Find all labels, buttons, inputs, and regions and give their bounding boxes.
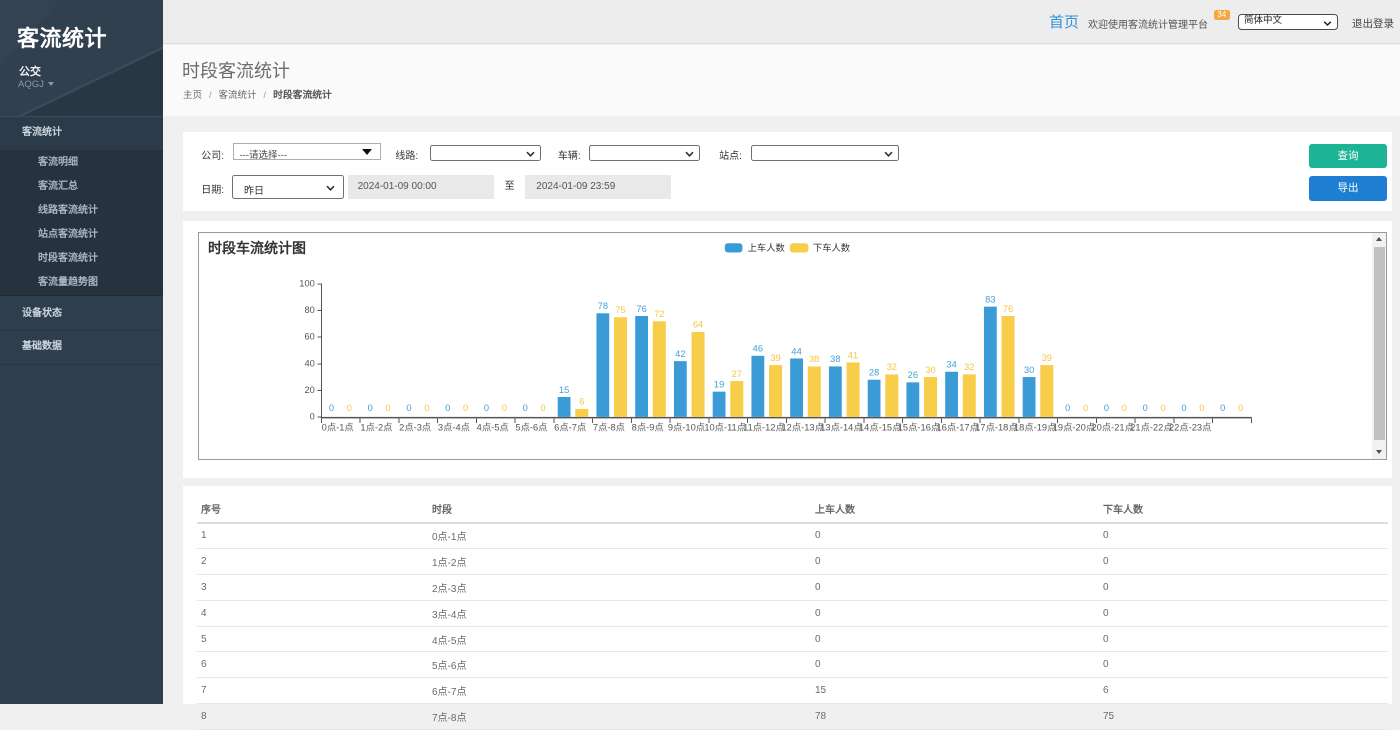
svg-text:0点-1点: 0点-1点: [321, 423, 353, 433]
svg-text:21点-22点: 21点-22点: [1130, 423, 1172, 433]
svg-text:44: 44: [791, 347, 801, 357]
svg-text:0: 0: [445, 403, 450, 413]
svg-text:32: 32: [964, 363, 974, 373]
svg-text:0: 0: [424, 403, 429, 413]
svg-text:34: 34: [946, 360, 956, 370]
svg-text:0: 0: [406, 403, 411, 413]
svg-text:46: 46: [752, 344, 762, 354]
svg-text:0: 0: [1181, 403, 1186, 413]
svg-text:20点-21点: 20点-21点: [1091, 423, 1133, 433]
svg-text:0: 0: [522, 403, 527, 413]
svg-text:5点-6点: 5点-6点: [515, 423, 547, 433]
svg-text:19: 19: [713, 380, 723, 390]
svg-text:8点-9点: 8点-9点: [631, 423, 663, 433]
svg-text:80: 80: [304, 306, 314, 316]
svg-text:6点-7点: 6点-7点: [554, 423, 586, 433]
svg-text:上车人数: 上车人数: [747, 242, 785, 253]
svg-text:78: 78: [597, 302, 607, 312]
svg-text:27: 27: [731, 369, 741, 379]
svg-text:38: 38: [830, 355, 840, 365]
svg-text:4点-5点: 4点-5点: [476, 423, 508, 433]
svg-text:16点-17点: 16点-17点: [936, 423, 978, 433]
svg-text:42: 42: [675, 349, 685, 359]
svg-text:0: 0: [1065, 403, 1070, 413]
svg-text:1点-2点: 1点-2点: [360, 423, 392, 433]
svg-text:28: 28: [868, 368, 878, 378]
svg-text:0: 0: [1220, 403, 1225, 413]
svg-text:72: 72: [654, 310, 664, 320]
svg-text:20: 20: [304, 385, 314, 395]
svg-text:11点-12点: 11点-12点: [743, 423, 785, 433]
svg-text:39: 39: [1041, 353, 1051, 363]
svg-text:0: 0: [1103, 403, 1108, 413]
svg-text:10点-11点: 10点-11点: [704, 423, 746, 433]
svg-text:6: 6: [579, 397, 584, 407]
svg-text:76: 76: [636, 304, 646, 314]
svg-text:39: 39: [770, 353, 780, 363]
svg-text:26: 26: [907, 371, 917, 381]
svg-text:22点-23点: 22点-23点: [1169, 423, 1211, 433]
svg-text:0: 0: [1160, 403, 1165, 413]
svg-text:83: 83: [985, 295, 995, 305]
svg-text:9点-10点: 9点-10点: [667, 423, 704, 433]
svg-text:32: 32: [886, 363, 896, 373]
svg-text:0: 0: [328, 403, 333, 413]
svg-text:19点-20点: 19点-20点: [1052, 423, 1094, 433]
svg-text:41: 41: [847, 351, 857, 361]
svg-text:30: 30: [1023, 365, 1033, 375]
svg-text:100: 100: [299, 279, 315, 289]
svg-text:下车人数: 下车人数: [812, 242, 850, 253]
svg-text:0: 0: [1199, 403, 1204, 413]
svg-text:0: 0: [367, 403, 372, 413]
svg-text:0: 0: [1142, 403, 1147, 413]
svg-text:40: 40: [304, 359, 314, 369]
svg-text:13点-14点: 13点-14点: [820, 423, 862, 433]
svg-text:0: 0: [540, 403, 545, 413]
svg-text:18点-19点: 18点-19点: [1014, 423, 1056, 433]
svg-text:15点-16点: 15点-16点: [897, 423, 939, 433]
svg-text:0: 0: [501, 403, 506, 413]
svg-text:30: 30: [925, 365, 935, 375]
svg-text:0: 0: [385, 403, 390, 413]
svg-text:0: 0: [483, 403, 488, 413]
svg-text:0: 0: [309, 412, 314, 422]
svg-text:38: 38: [809, 355, 819, 365]
svg-text:14点-15点: 14点-15点: [859, 423, 901, 433]
svg-text:12点-13点: 12点-13点: [781, 423, 823, 433]
svg-text:0: 0: [1237, 403, 1242, 413]
svg-text:0: 0: [1082, 403, 1087, 413]
svg-text:60: 60: [304, 332, 314, 342]
svg-text:15: 15: [558, 385, 568, 395]
svg-text:0: 0: [462, 403, 467, 413]
svg-text:7点-8点: 7点-8点: [592, 423, 624, 433]
svg-text:64: 64: [692, 320, 702, 330]
svg-text:75: 75: [615, 306, 625, 316]
svg-text:3点-4点: 3点-4点: [437, 423, 469, 433]
svg-text:2点-3点: 2点-3点: [399, 423, 431, 433]
svg-text:0: 0: [1121, 403, 1126, 413]
svg-text:17点-18点: 17点-18点: [975, 423, 1017, 433]
svg-text:0: 0: [346, 403, 351, 413]
svg-text:76: 76: [1002, 304, 1012, 314]
